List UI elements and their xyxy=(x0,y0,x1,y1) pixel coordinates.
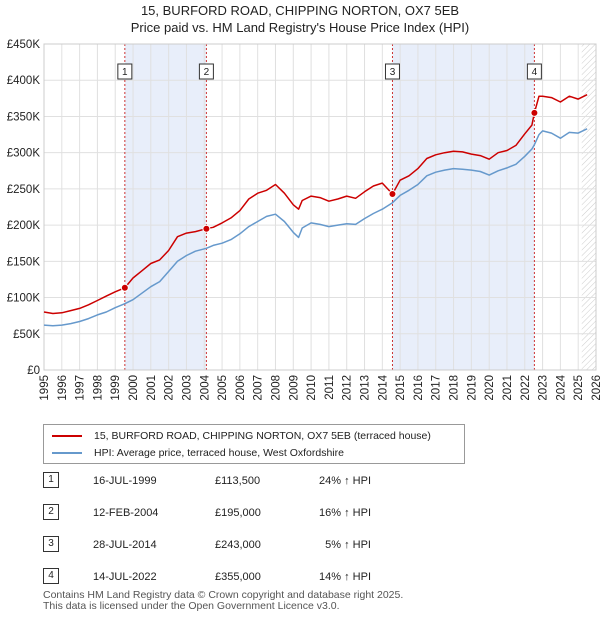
sale-price: £195,000 xyxy=(215,507,261,519)
y-tick-label: £350K xyxy=(7,111,41,123)
price-chart: 1 2 3 4 £0 £50K £100K £150K £200K £250K £300K £350K… xyxy=(7,39,600,401)
forecast-hatch xyxy=(581,44,596,370)
footer-line: Contains HM Land Registry data © Crown c… xyxy=(43,589,404,601)
legend-swatch-hpi xyxy=(52,452,82,455)
y-tick-label: £400K xyxy=(7,75,41,87)
x-tick-label: 2000 xyxy=(128,375,140,401)
x-tick-label: 2019 xyxy=(466,375,478,401)
sale-price: £113,500 xyxy=(215,475,261,487)
x-tick-label: 2007 xyxy=(253,375,265,401)
x-tick-label: 2021 xyxy=(502,375,514,401)
x-tick-label: 2002 xyxy=(164,375,176,401)
x-tick-label: 2003 xyxy=(181,375,193,401)
sale-date: 28-JUL-2014 xyxy=(93,539,157,551)
footer-line: This data is licensed under the Open Gov… xyxy=(43,600,340,612)
sale-period-shade xyxy=(392,44,535,370)
sale-number-badge: 3 xyxy=(43,536,59,552)
x-tick-label: 2005 xyxy=(217,375,229,401)
x-tick-label: 2022 xyxy=(520,375,532,401)
y-tick-label: £50K xyxy=(13,329,40,341)
legend-item-property: 15, BURFORD ROAD, CHIPPING NORTON, OX7 5… xyxy=(52,428,431,444)
sale-number-badge: 4 xyxy=(43,568,59,584)
x-tick-label: 2023 xyxy=(538,375,550,401)
y-tick-label: £300K xyxy=(7,148,41,160)
sale-price: £355,000 xyxy=(215,571,261,583)
x-tick-label: 1999 xyxy=(110,375,122,401)
sale-hpi-change: 14% ↑ HPI xyxy=(319,571,371,583)
x-tick-label: 1995 xyxy=(39,375,51,401)
sale-date: 12-FEB-2004 xyxy=(93,507,159,519)
x-tick-label: 1997 xyxy=(75,375,87,401)
legend: 15, BURFORD ROAD, CHIPPING NORTON, OX7 5… xyxy=(43,424,465,464)
sale-row: 3 28-JUL-2014 £243,000 5% ↑ HPI xyxy=(43,536,563,554)
chart-title: 15, BURFORD ROAD, CHIPPING NORTON, OX7 5… xyxy=(140,3,460,18)
sale-marker-label: 2 xyxy=(204,67,210,78)
legend-item-hpi: HPI: Average price, terraced house, West… xyxy=(52,445,344,461)
footer-attribution: Contains HM Land Registry data © Crown c… xyxy=(43,590,403,612)
legend-label-property: 15, BURFORD ROAD, CHIPPING NORTON, OX7 5… xyxy=(94,430,431,442)
y-tick-label: £250K xyxy=(7,184,41,196)
x-tick-label: 2025 xyxy=(573,375,585,401)
x-tick-label: 2016 xyxy=(413,375,425,401)
sale-period-shade xyxy=(124,44,207,370)
sale-hpi-change: 5% ↑ HPI xyxy=(325,539,371,551)
x-tick-label: 1996 xyxy=(57,375,69,401)
x-tick-label: 2001 xyxy=(146,375,158,401)
x-tick-label: 2006 xyxy=(235,375,247,401)
sale-point xyxy=(530,108,539,117)
x-tick-label: 2012 xyxy=(342,375,354,401)
x-tick-label: 2026 xyxy=(591,375,600,401)
x-tick-label: 2017 xyxy=(431,375,443,401)
y-tick-label: £100K xyxy=(7,293,41,305)
y-tick-label: £200K xyxy=(7,220,41,232)
x-tick-label: 2011 xyxy=(324,375,336,400)
x-tick-label: 2009 xyxy=(288,375,300,401)
chart-subtitle: Price paid vs. HM Land Registry's House … xyxy=(130,20,470,35)
y-tick-label: £150K xyxy=(7,256,41,268)
sale-marker-badge xyxy=(198,63,214,80)
sale-row: 1 16-JUL-1999 £113,500 24% ↑ HPI xyxy=(43,472,563,490)
sale-marker-badge xyxy=(117,63,133,80)
y-tick-label: £0 xyxy=(27,365,40,377)
legend-label-hpi: HPI: Average price, terraced house, West… xyxy=(94,447,344,459)
sale-hpi-change: 24% ↑ HPI xyxy=(319,475,371,487)
x-tick-label: 2018 xyxy=(449,375,461,401)
sale-marker-badge xyxy=(384,63,400,80)
sale-hpi-change: 16% ↑ HPI xyxy=(319,507,371,519)
x-tick-label: 2013 xyxy=(360,375,372,401)
sale-marker-label: 1 xyxy=(122,67,128,78)
sale-marker-label: 3 xyxy=(390,67,396,78)
x-tick-label: 2024 xyxy=(555,374,567,400)
legend-swatch-property xyxy=(52,435,82,438)
x-tick-label: 2004 xyxy=(199,374,211,400)
hpi-line xyxy=(43,128,588,327)
sale-point xyxy=(202,224,211,233)
x-tick-label: 2010 xyxy=(306,375,318,401)
sale-row: 2 12-FEB-2004 £195,000 16% ↑ HPI xyxy=(43,504,563,522)
sale-row: 4 14-JUL-2022 £355,000 14% ↑ HPI xyxy=(43,568,563,586)
plot-frame xyxy=(43,43,597,371)
sale-marker-label: 4 xyxy=(532,67,538,78)
sale-number-badge: 1 xyxy=(43,472,59,488)
sale-date: 16-JUL-1999 xyxy=(93,475,157,487)
x-tick-label: 1998 xyxy=(92,375,104,401)
sale-number-badge: 2 xyxy=(43,504,59,520)
x-tick-label: 2014 xyxy=(377,374,389,400)
sale-price: £243,000 xyxy=(215,539,261,551)
sale-point xyxy=(120,283,129,292)
sale-date: 14-JUL-2022 xyxy=(93,571,157,583)
x-tick-label: 2008 xyxy=(270,375,282,401)
sale-point xyxy=(388,189,397,198)
sale-marker-badge xyxy=(526,63,542,80)
x-tick-label: 2020 xyxy=(484,375,496,401)
property-price-line xyxy=(43,94,588,315)
y-tick-label: £450K xyxy=(7,39,41,51)
x-tick-label: 2015 xyxy=(395,375,407,401)
